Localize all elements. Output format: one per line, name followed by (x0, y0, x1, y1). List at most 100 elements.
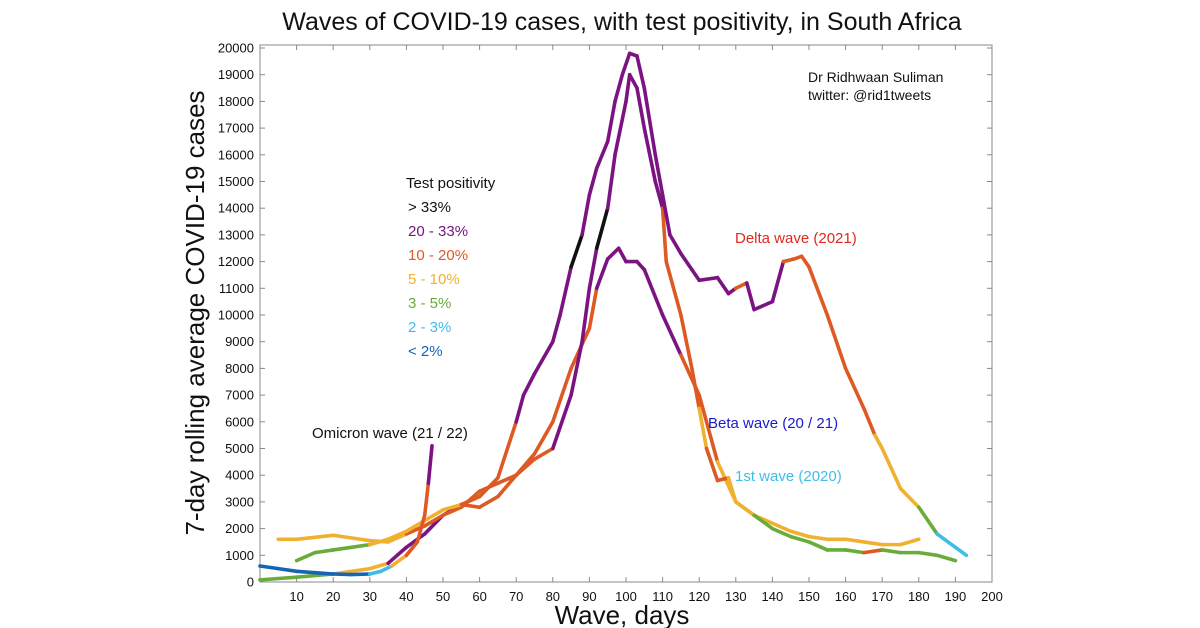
y-tick-label: 7000 (225, 388, 254, 403)
x-tick-label: 40 (399, 589, 413, 604)
series-segment (635, 86, 647, 130)
legend-title: Test positivity (406, 175, 496, 192)
series-line (294, 51, 969, 563)
series-segment (690, 267, 702, 283)
series-segment (422, 508, 445, 523)
series-segment (441, 505, 464, 518)
series-segment (386, 529, 409, 542)
y-tick-label: 19000 (218, 67, 254, 82)
series-segment (770, 259, 786, 304)
series-segment (627, 72, 639, 90)
y-tick-label: 17000 (218, 121, 254, 136)
legend: Test positivity > 33% 20 - 33% 10 - 20% 5 -… (406, 175, 496, 360)
y-tick-label: 14000 (218, 201, 254, 216)
series-segment (642, 126, 658, 184)
series-segment (532, 419, 555, 456)
series-segment (613, 99, 628, 157)
y-tick-label: 8000 (225, 361, 254, 376)
series-segment (668, 233, 683, 256)
series-segment (532, 446, 555, 461)
series-segment (935, 553, 958, 563)
y-tick-label: 6000 (225, 414, 254, 429)
series-segment (642, 86, 658, 157)
x-tick-label: 140 (762, 589, 784, 604)
x-tick-label: 190 (945, 589, 967, 604)
series-segment (660, 193, 672, 237)
series-segment (404, 540, 420, 558)
series-segment (788, 534, 811, 544)
y-tick-label: 12000 (218, 254, 254, 269)
y-tick-label: 11000 (219, 281, 254, 296)
series-segment (770, 526, 793, 539)
series-segment (726, 476, 738, 504)
series-segment (558, 265, 573, 317)
x-tick-label: 80 (546, 589, 560, 604)
series-segment (781, 257, 797, 264)
series-segment (386, 545, 409, 566)
series-segment (569, 339, 584, 397)
series-segment (459, 494, 482, 507)
series-segment (441, 502, 464, 512)
series-segment (697, 275, 720, 283)
series-segment (752, 299, 775, 312)
series-segment (367, 537, 390, 547)
series-segment (843, 537, 866, 544)
series-segment (404, 532, 427, 550)
series-segment (825, 313, 848, 371)
series-segment (521, 371, 537, 397)
series-segment (313, 570, 336, 576)
series-segment (744, 281, 756, 312)
series-segment (653, 153, 665, 197)
y-tick-label: 9000 (225, 334, 254, 349)
series-segment (807, 540, 830, 552)
series-segment (550, 393, 573, 451)
x-tick-label: 150 (798, 589, 820, 604)
series-segment (422, 513, 445, 528)
series-segment (426, 444, 434, 486)
series-segment (294, 533, 336, 542)
series-segment (715, 275, 731, 296)
x-axis-ticks: 10 20 30 40 50 60 70 80 90 100 110 120 130 140 150 160 1… (289, 45, 1003, 604)
x-axis-label: Wave, days (555, 600, 690, 628)
series-label: Delta wave (2021) (735, 230, 857, 247)
series-segment (843, 366, 866, 411)
series-segment (532, 339, 555, 376)
series-segment (715, 476, 731, 483)
series-segment (620, 51, 632, 77)
y-tick-label: 5000 (225, 441, 254, 456)
y-tick-label: 15000 (218, 174, 254, 189)
series-segment (258, 564, 281, 571)
x-tick-label: 100 (615, 589, 637, 604)
series-lines (258, 51, 969, 582)
series-segment (378, 564, 394, 574)
series-segment (862, 540, 885, 547)
series-segment (313, 548, 336, 555)
series-label: Beta wave (20 / 21) (708, 415, 838, 432)
y-axis-ticks: 0 1000 2000 3000 4000 5000 6000 7000 8000 9000 100… (218, 41, 992, 590)
y-tick-label: 1000 (225, 548, 254, 563)
series-segment (496, 419, 519, 480)
series-label: 1st wave (2020) (735, 468, 842, 485)
y-axis-label: 7-day rolling average COVID-19 cases (180, 90, 210, 535)
series-segment (550, 366, 573, 424)
series-segment (514, 393, 526, 424)
series-segment (616, 246, 628, 264)
credit-twitter: twitter: @rid1tweets (808, 87, 931, 103)
series-segment (635, 259, 647, 272)
x-tick-label: 50 (436, 589, 450, 604)
legend-entry: 2 - 3% (408, 319, 451, 336)
series-segment (258, 575, 299, 582)
x-tick-label: 130 (725, 589, 747, 604)
series-segment (880, 548, 903, 555)
series-segment (594, 139, 610, 170)
series-segment (953, 545, 969, 558)
series-segment (642, 267, 665, 317)
legend-entry: 10 - 20% (408, 247, 468, 264)
series-segment (624, 72, 632, 104)
series-segment (550, 313, 562, 344)
y-tick-label: 13000 (218, 227, 254, 242)
series-segment (916, 505, 939, 536)
series-segment (594, 206, 610, 251)
series-segment (660, 313, 683, 357)
series-segment (916, 550, 939, 558)
